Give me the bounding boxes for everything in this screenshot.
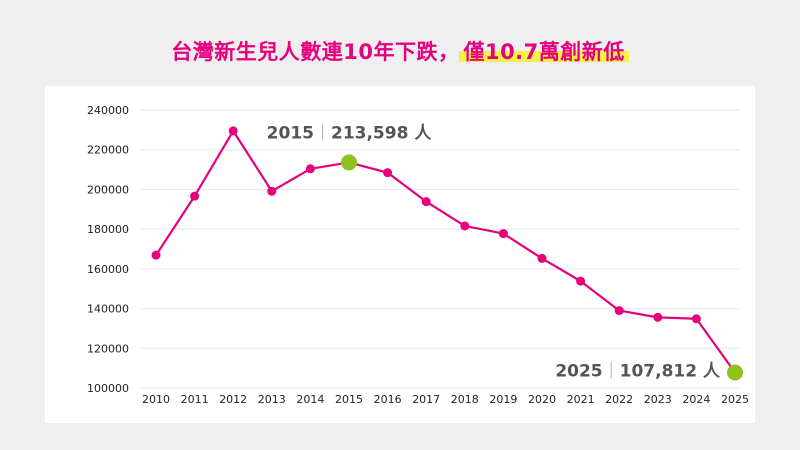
data-point [228, 126, 238, 136]
x-tick-label: 2010 [142, 393, 170, 406]
x-tick-label: 2020 [528, 393, 556, 406]
data-point [576, 276, 586, 286]
annotation-label: 2015｜213,598 人 [267, 123, 433, 143]
annotation-separator: ｜ [314, 123, 331, 143]
data-point [305, 164, 315, 174]
x-tick-label: 2021 [567, 393, 595, 406]
data-point [537, 253, 547, 263]
annotation-year: 2025 [555, 361, 602, 381]
title-highlight: 僅10.7萬創新低 [459, 40, 629, 64]
annotation-value: 107,812 人 [620, 361, 721, 381]
chart-card: 100000 120000 140000 160000 180000 200000 2200… [45, 86, 755, 423]
data-point [267, 186, 277, 196]
y-tick-label: 240000 [87, 104, 129, 117]
x-tick-label: 2015 [335, 393, 363, 406]
title-text: 台灣新生兒人數連10年下跌， [171, 40, 460, 64]
annotation-value: 213,598 人 [331, 123, 432, 143]
y-tick-label: 220000 [87, 144, 129, 157]
x-tick-label: 2014 [296, 393, 324, 406]
data-point [614, 306, 624, 316]
data-point [691, 314, 701, 324]
x-tick-label: 2018 [451, 393, 479, 406]
data-point [653, 312, 663, 322]
data-point [151, 250, 161, 260]
y-tick-label: 120000 [87, 342, 129, 355]
highlight-point [727, 364, 743, 381]
x-tick-label: 2016 [374, 393, 402, 406]
x-tick-label: 2013 [258, 393, 286, 406]
x-tick-label: 2017 [412, 393, 440, 406]
x-tick-label: 2023 [644, 393, 672, 406]
y-tick-label: 100000 [87, 382, 129, 395]
highlight-point [341, 154, 357, 171]
x-tick-label: 2012 [219, 393, 247, 406]
data-point [498, 229, 508, 239]
data-point [383, 168, 393, 178]
x-tick-label: 2011 [181, 393, 209, 406]
data-point [190, 191, 200, 201]
annotation-year: 2015 [267, 123, 314, 143]
x-tick-label: 2019 [489, 393, 517, 406]
x-tick-label: 2024 [682, 393, 710, 406]
annotation-label: 2025｜107,812 人 [555, 361, 721, 381]
annotation-separator: ｜ [603, 361, 620, 381]
x-tick-label: 2025 [721, 393, 749, 406]
data-point [421, 197, 431, 207]
x-tick-label: 2022 [605, 393, 633, 406]
y-tick-label: 140000 [87, 303, 129, 316]
page-title: 台灣新生兒人數連10年下跌， 僅10.7萬創新低 [0, 36, 800, 66]
y-tick-label: 200000 [87, 183, 129, 196]
y-tick-label: 160000 [87, 263, 129, 276]
series-line [155, 129, 736, 374]
data-point [460, 221, 470, 231]
y-tick-label: 180000 [87, 223, 129, 236]
line-chart: 100000 120000 140000 160000 180000 200000 2200… [87, 104, 749, 406]
